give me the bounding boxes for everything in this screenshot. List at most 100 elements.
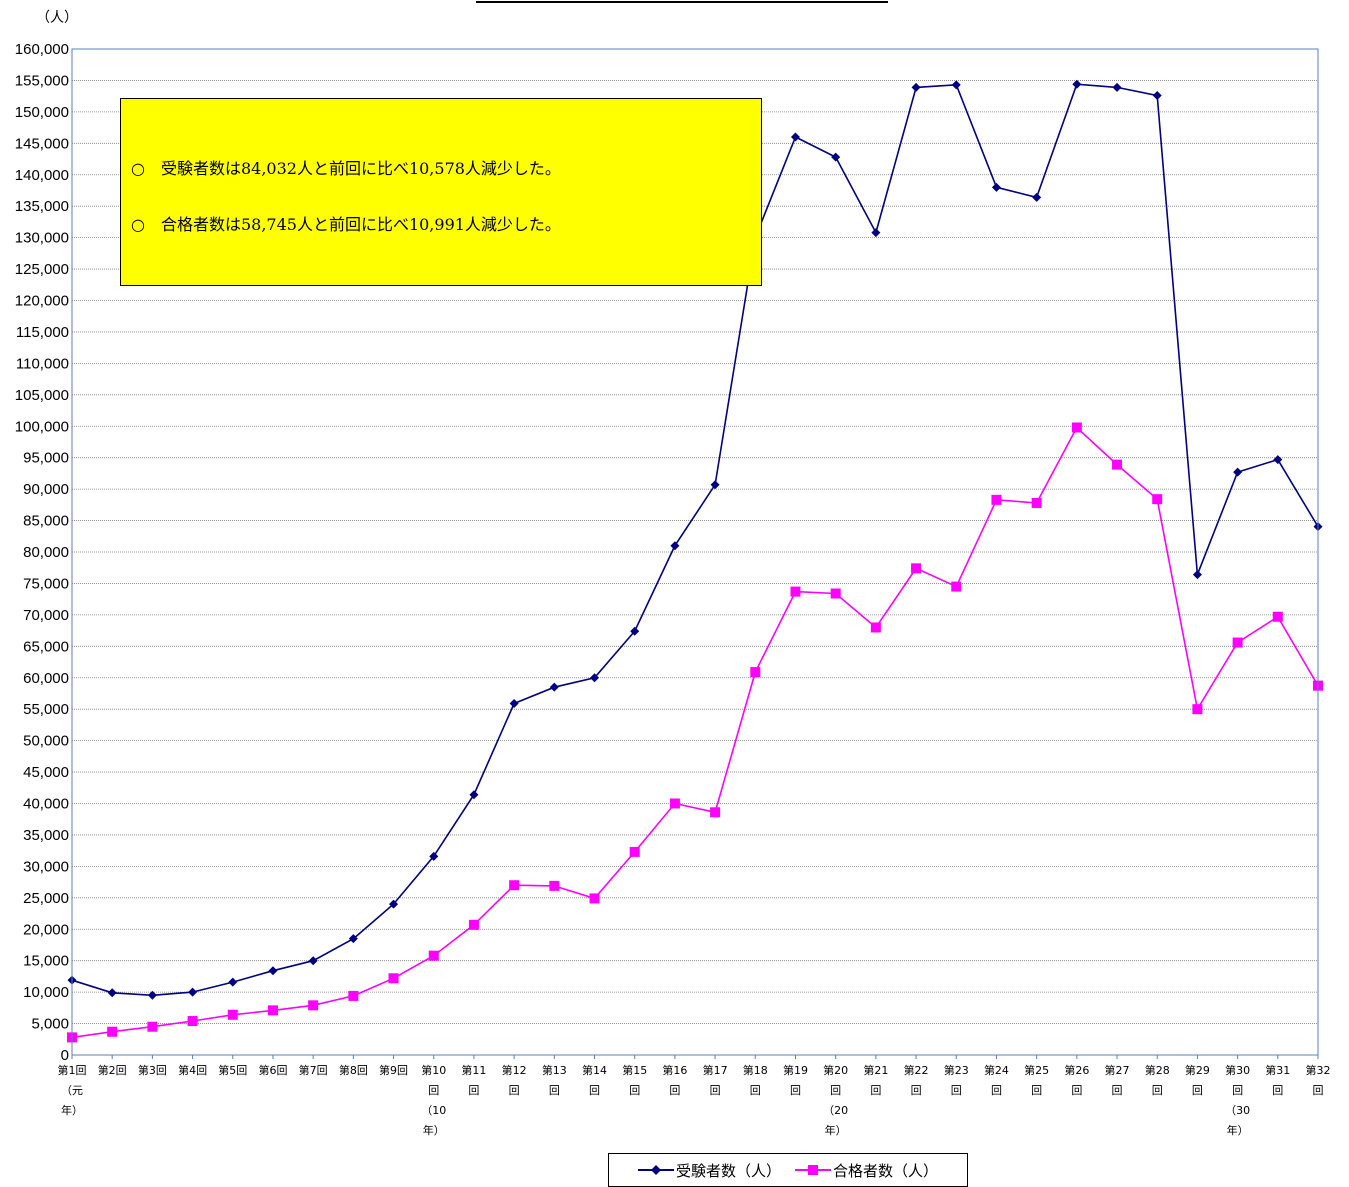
data-point-examinees <box>790 132 800 142</box>
data-point-examinees <box>710 480 720 490</box>
x-tick-label: 第8回 <box>339 1063 368 1077</box>
data-point-examinees <box>188 987 198 997</box>
data-point-passers <box>750 667 761 678</box>
x-tick-label: （元 <box>61 1084 83 1097</box>
x-tick-label: 回 <box>1112 1084 1123 1097</box>
series-line-2 <box>71 426 1319 1039</box>
legend-label-passers: 合格者数（人） <box>833 1161 939 1180</box>
y-tick-label: 115,000 <box>16 324 69 341</box>
y-tick-label: 145,000 <box>15 135 69 152</box>
x-tick-label: 第10 <box>421 1063 446 1077</box>
data-point-examinees <box>991 182 1001 192</box>
y-tick-label: 155,000 <box>15 72 69 89</box>
data-point-examinees <box>1152 91 1162 101</box>
y-tick-label: 105,000 <box>15 387 69 404</box>
x-tick-label: 第28 <box>1145 1063 1170 1077</box>
x-tick-label: 第14 <box>582 1063 607 1077</box>
x-tick-label: 回 <box>509 1084 520 1097</box>
y-tick-label: 15,000 <box>23 953 69 970</box>
data-point-passers <box>870 622 881 633</box>
y-axis-unit: （人） <box>36 10 78 26</box>
data-point-passers <box>348 990 359 1001</box>
data-point-passers <box>388 973 399 984</box>
x-tick-label: 第20 <box>823 1063 848 1077</box>
y-tick-label: 140,000 <box>15 167 69 184</box>
y-tick-label: 50,000 <box>23 733 69 750</box>
x-tick-label: 第29 <box>1185 1063 1210 1077</box>
x-tick-label: 回 <box>669 1084 680 1097</box>
y-tick-label: 160,000 <box>15 41 69 58</box>
data-point-examinees <box>228 977 238 987</box>
data-point-passers <box>1232 637 1243 648</box>
data-point-examinees <box>147 990 157 1000</box>
data-point-examinees <box>670 541 680 551</box>
x-tick-label: 回 <box>1272 1084 1283 1097</box>
x-tick-label: 第30 <box>1225 1063 1250 1077</box>
y-tick-label: 20,000 <box>23 921 69 938</box>
x-tick-label: 回 <box>870 1084 881 1097</box>
y-tick-label: 75,000 <box>23 575 69 592</box>
data-point-passers <box>107 1026 118 1037</box>
x-tick-label: 回 <box>1313 1084 1324 1097</box>
data-point-passers <box>1152 494 1163 505</box>
legend-item-examinees: 受験者数（人） <box>637 1160 781 1181</box>
x-tick-label: 第9回 <box>379 1063 408 1077</box>
legend: 受験者数（人） 合格者数（人） <box>608 1153 968 1187</box>
annotation-passers: ○ 合格者数は58,745人と前回に比べ10,991人減少した。 <box>131 215 561 234</box>
x-tick-label: 第23 <box>944 1063 969 1077</box>
data-point-passers <box>1272 611 1283 622</box>
x-tick-label: （30 <box>1225 1104 1250 1117</box>
x-tick-label: 回 <box>710 1084 721 1097</box>
data-point-examinees <box>871 228 881 238</box>
x-tick-label: 第21 <box>863 1063 888 1077</box>
data-point-examinees <box>308 956 318 966</box>
y-tick-label: 0 <box>61 1047 69 1064</box>
annotation-examinees: ○ 受験者数は84,032人と前回に比べ10,578人減少した。 <box>131 159 561 178</box>
x-tick-label: 第11 <box>461 1063 486 1077</box>
x-tick-label: 回 <box>830 1084 841 1097</box>
y-tick-label: 100,000 <box>15 418 69 435</box>
x-tick-label: 回 <box>629 1084 640 1097</box>
y-tick-label: 80,000 <box>23 544 69 561</box>
data-point-examinees <box>429 851 439 861</box>
x-tick-label: 第12 <box>502 1063 527 1077</box>
data-point-passers <box>227 1009 238 1020</box>
square-marker-icon <box>795 1165 831 1175</box>
data-point-examinees <box>469 790 479 800</box>
x-tick-label: 回 <box>911 1084 922 1097</box>
y-tick-label: 95,000 <box>23 450 69 467</box>
y-tick-label: 135,000 <box>15 198 69 215</box>
x-tick-label: 第31 <box>1265 1063 1290 1077</box>
x-tick-label: 第18 <box>743 1063 768 1077</box>
x-tick-label: 第5回 <box>218 1063 247 1077</box>
y-tick-label: 35,000 <box>23 827 69 844</box>
x-tick-label: 第24 <box>984 1063 1009 1077</box>
x-tick-label: 回 <box>589 1084 600 1097</box>
x-tick-label: 年） <box>61 1103 83 1117</box>
data-point-passers <box>428 950 439 961</box>
x-tick-label: 回 <box>1071 1084 1082 1097</box>
x-tick-label: 第17 <box>703 1063 728 1077</box>
series-line-1 <box>71 83 1319 997</box>
y-tick-label: 110,000 <box>16 355 69 372</box>
x-tick-label: 回 <box>750 1084 761 1097</box>
x-tick-label: 第2回 <box>98 1063 127 1077</box>
data-point-examinees <box>1233 467 1243 477</box>
x-tick-label: 回 <box>468 1084 479 1097</box>
x-tick-label: 第27 <box>1105 1063 1130 1077</box>
data-point-passers <box>468 919 479 930</box>
y-tick-label: 5,000 <box>31 1016 69 1033</box>
data-point-examinees <box>1032 192 1042 202</box>
data-point-examinees <box>951 80 961 90</box>
x-tick-label: 第25 <box>1024 1063 1049 1077</box>
y-tick-label: 30,000 <box>23 858 69 875</box>
x-tick-label: 第7回 <box>299 1063 328 1077</box>
y-tick-label: 40,000 <box>23 796 69 813</box>
data-point-examinees <box>590 673 600 683</box>
x-tick-label: 回 <box>549 1084 560 1097</box>
x-tick-label: 第19 <box>783 1063 808 1077</box>
x-tick-label: 回 <box>1232 1084 1243 1097</box>
y-tick-label: 60,000 <box>23 670 69 687</box>
y-tick-label: 10,000 <box>23 984 69 1001</box>
